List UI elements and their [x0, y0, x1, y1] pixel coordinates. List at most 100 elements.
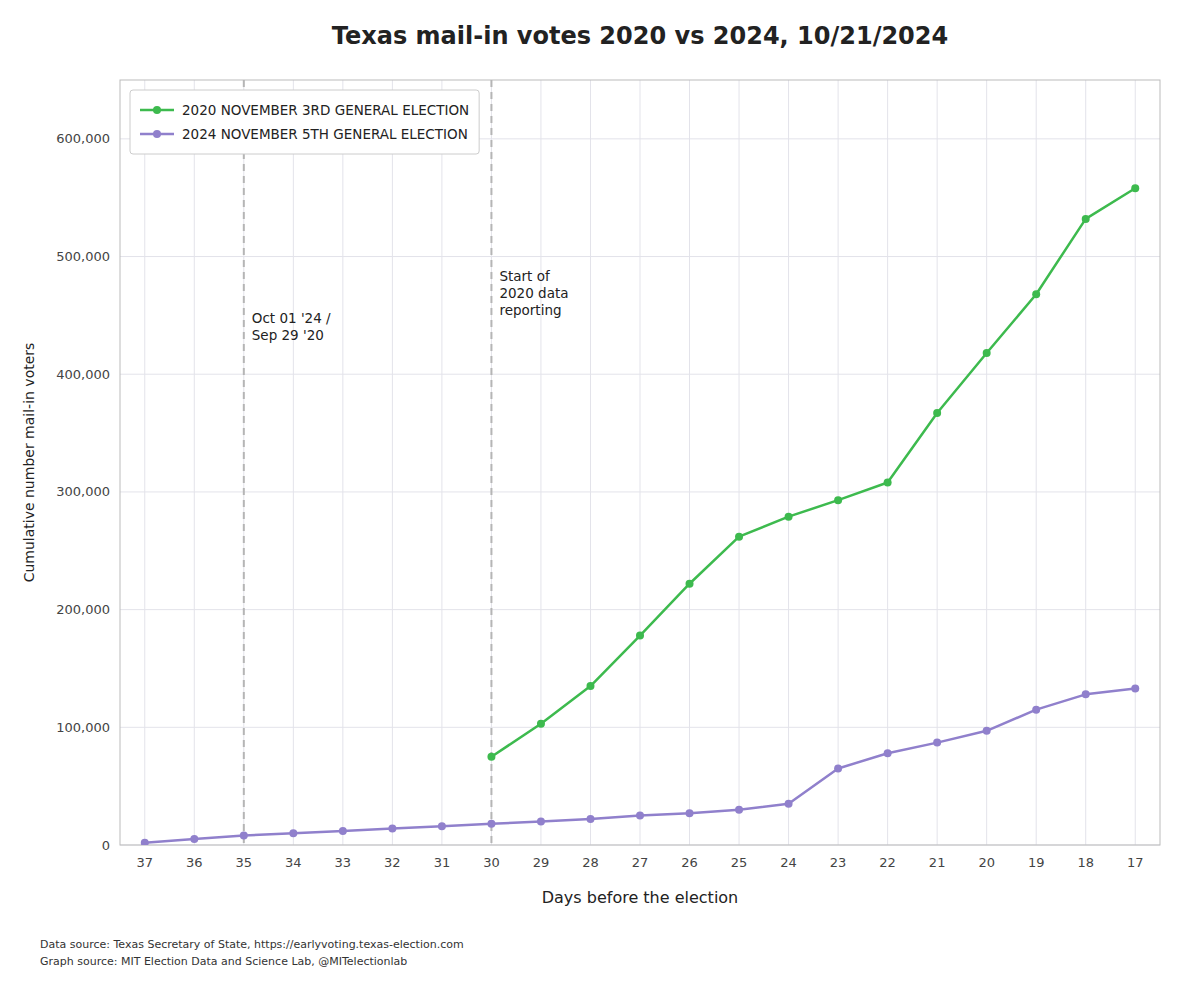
series-point	[537, 817, 545, 825]
x-tick-label: 36	[186, 855, 203, 870]
series-point	[487, 753, 495, 761]
series-point	[983, 727, 991, 735]
x-grid-line	[441, 80, 442, 845]
series-point	[933, 409, 941, 417]
x-tick-label: 18	[1077, 855, 1094, 870]
annotation-line-text: Start of	[499, 268, 551, 284]
x-tick-label: 32	[384, 855, 401, 870]
series-point	[487, 820, 495, 828]
y-grid-line	[120, 256, 1160, 257]
y-tick-label: 600,000	[56, 131, 110, 146]
series-point	[834, 765, 842, 773]
series-point	[537, 720, 545, 728]
series-point	[686, 580, 694, 588]
x-tick-label: 34	[285, 855, 302, 870]
y-axis-label: Cumulative number mail-in voters	[21, 343, 37, 583]
series-point	[586, 815, 594, 823]
series-point	[834, 496, 842, 504]
x-grid-line	[1085, 80, 1086, 845]
title: Texas mail-in votes 2020 vs 2024, 10/21/…	[332, 22, 948, 50]
annotation-line-text: Oct 01 '24 /	[252, 310, 331, 326]
annotation-line	[490, 80, 492, 845]
annotation: Oct 01 '24 /Sep 29 '20	[252, 310, 331, 343]
y-tick-label: 100,000	[56, 720, 110, 735]
series-point	[686, 809, 694, 817]
series-line	[145, 688, 1135, 842]
x-grid-line	[1036, 80, 1037, 845]
series-point	[735, 533, 743, 541]
y-grid-line	[120, 374, 1160, 375]
legend: 2020 NOVEMBER 3RD GENERAL ELECTION 2024 N…	[130, 90, 479, 154]
series-point	[1082, 215, 1090, 223]
x-tick-label: 28	[582, 855, 599, 870]
series-point	[339, 827, 347, 835]
x-grid-line	[838, 80, 839, 845]
x-tick-label: 37	[136, 855, 153, 870]
series-point	[190, 835, 198, 843]
x-tick-label: 31	[434, 855, 451, 870]
legend-marker	[153, 130, 161, 138]
x-tick-label: 30	[483, 855, 500, 870]
series-point	[240, 832, 248, 840]
y-grid-line	[120, 609, 1160, 610]
annotation-line-text: Sep 29 '20	[252, 327, 324, 343]
series-point	[884, 479, 892, 487]
x-grid-line	[194, 80, 195, 845]
series-point	[388, 825, 396, 833]
annotation-line-text: reporting	[499, 302, 561, 318]
x-grid-line	[540, 80, 541, 845]
y-tick-label: 0	[102, 838, 110, 853]
annotation-line-text: 2020 data	[499, 285, 568, 301]
x-tick-label: 26	[681, 855, 698, 870]
y-tick-label: 200,000	[56, 602, 110, 617]
x-grid-line	[293, 80, 294, 845]
x-grid-line	[342, 80, 343, 845]
series-point	[289, 829, 297, 837]
legend-item: 2020 NOVEMBER 3RD GENERAL ELECTION	[140, 102, 469, 118]
x-grid-line	[640, 80, 641, 845]
series-point	[438, 822, 446, 830]
series-point	[141, 839, 149, 845]
x-grid-line	[689, 80, 690, 845]
x-tick-label: 25	[731, 855, 748, 870]
x-tick-label: 29	[533, 855, 550, 870]
legend-label: 2024 NOVEMBER 5TH GENERAL ELECTION	[182, 126, 468, 142]
series-point	[884, 749, 892, 757]
x-tick-label: 33	[335, 855, 352, 870]
series-point	[1131, 184, 1139, 192]
source-note: Graph source: MIT Election Data and Scie…	[40, 955, 407, 968]
x-tick-label: 19	[1028, 855, 1045, 870]
x-axis-label: Days before the election	[542, 888, 739, 907]
x-grid-line	[739, 80, 740, 845]
annotation: Start of2020 datareporting	[499, 268, 568, 318]
series-point	[636, 812, 644, 820]
grid	[120, 80, 1160, 845]
x-tick-label: 17	[1127, 855, 1144, 870]
x-grid-line	[491, 80, 492, 845]
series-point	[983, 349, 991, 357]
series-point	[586, 682, 594, 690]
x-tick-label: 21	[929, 855, 946, 870]
x-grid-line	[1135, 80, 1136, 845]
x-grid-line	[590, 80, 591, 845]
legend-marker	[153, 106, 161, 114]
x-grid-line	[788, 80, 789, 845]
y-tick-label: 400,000	[56, 367, 110, 382]
y-grid-line	[120, 491, 1160, 492]
chart: Texas mail-in votes 2020 vs 2024, 10/21/…	[0, 0, 1190, 1000]
legend-label: 2020 NOVEMBER 3RD GENERAL ELECTION	[182, 102, 469, 118]
x-tick-label: 20	[978, 855, 995, 870]
y-tick-label: 300,000	[56, 484, 110, 499]
y-tick-label: 500,000	[56, 249, 110, 264]
series-point	[785, 513, 793, 521]
x-grid-line	[243, 80, 244, 845]
x-tick-label: 22	[879, 855, 896, 870]
x-grid-line	[887, 80, 888, 845]
legend-item: 2024 NOVEMBER 5TH GENERAL ELECTION	[140, 126, 468, 142]
series-point	[933, 739, 941, 747]
x-tick-label: 23	[830, 855, 847, 870]
plot-frame	[120, 80, 1160, 845]
plot-area	[141, 80, 1139, 845]
series-point	[1032, 290, 1040, 298]
series-point	[785, 800, 793, 808]
